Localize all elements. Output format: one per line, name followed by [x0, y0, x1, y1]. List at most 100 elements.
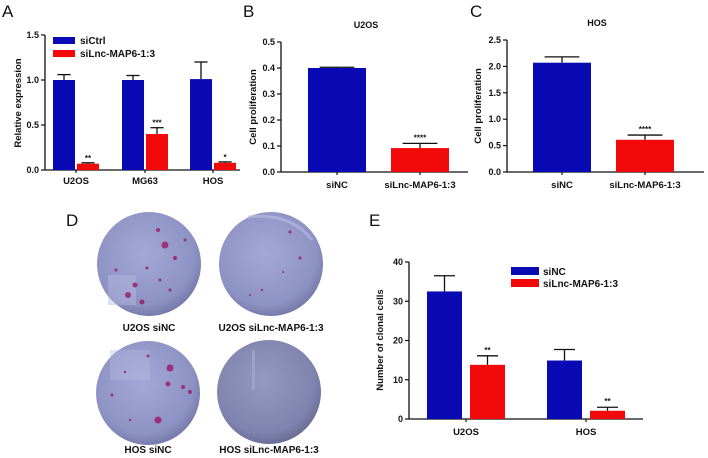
- bar-sinc: [308, 68, 366, 172]
- y-tick-label: 1.0: [488, 114, 501, 124]
- y-tick-label: 1.5: [26, 30, 39, 40]
- dish-label: U2OS siNC: [123, 323, 176, 334]
- significance-label: ***: [152, 119, 162, 128]
- bar-silnc-map6-1-3-hos: [214, 162, 236, 170]
- y-axis-label: Cell proliferation: [248, 69, 259, 145]
- bar-sinc-u2os: [427, 291, 462, 419]
- legend-label-silnc: siLnc-MAP6-1:3: [80, 49, 155, 60]
- bar-sinc-hos: [547, 360, 582, 419]
- chart-c-hos-proliferation: HOS Cell proliferation 0.0 0.5 1.0 1.5 2.0 2.…: [473, 18, 704, 191]
- legend-label-sictrl: siCtrl: [80, 36, 106, 47]
- bar-silnc-map6-1-3: [616, 139, 674, 172]
- y-tick-label: 1.5: [488, 88, 501, 98]
- legend: siNC siLnc-MAP6-1:3: [511, 267, 618, 290]
- legend-label-sinc: siNC: [543, 267, 566, 278]
- chart-title: U2OS: [354, 20, 379, 30]
- significance-label: **: [604, 397, 611, 406]
- colony-dot: [132, 282, 138, 288]
- x-tick-label: siLnc-MAP6-1:3: [609, 180, 680, 191]
- colony-dot: [183, 238, 187, 242]
- legend-swatch-sictrl: [53, 37, 75, 44]
- y-tick-label: 0.0: [262, 167, 275, 177]
- dish-image: [217, 340, 321, 444]
- colony-dot: [158, 278, 162, 282]
- y-tick-label: 30: [393, 296, 403, 306]
- colony-dot: [146, 354, 150, 358]
- colony-dot: [165, 381, 171, 387]
- chart-b-u2os-proliferation: U2OS Cell proliferation 0.0 0.1 0.2 0.3 0.4 0…: [248, 20, 468, 191]
- y-tick-label: 40: [393, 257, 403, 267]
- bar-silnc-map6-1-3-u2os: [77, 163, 99, 170]
- chart-title: HOS: [587, 18, 607, 28]
- chart-e-clonal-cells: Number of clonal cells 0 10 20 30 40 ** U2OS *…: [375, 257, 643, 438]
- colony-dot: [125, 292, 131, 298]
- y-tick-label: 0.4: [262, 63, 275, 73]
- y-tick-label: 2.0: [488, 61, 501, 71]
- colony-dot: [110, 393, 114, 397]
- colony-dot: [188, 390, 192, 394]
- dish-glare: [247, 214, 314, 241]
- legend-swatch-sinc: [511, 267, 539, 275]
- colony-dot: [288, 230, 292, 234]
- y-tick-label: 0.5: [26, 120, 39, 130]
- x-tick-label: siNC: [326, 180, 348, 191]
- y-tick-label: 0.0: [26, 165, 39, 175]
- bar-sictrl-u2os: [53, 80, 75, 170]
- dish-image: [219, 212, 323, 316]
- colony-formation-dishes: U2OS siNC U2OS siLnc-MAP6-1:3 HOS siNC H…: [96, 212, 324, 456]
- dish-image: [96, 341, 200, 445]
- chart-a-relative-expression: Relative expression 0.0 0.5 1.0 1.5 ** U2OS *…: [13, 30, 240, 187]
- significance-label: ****: [414, 133, 427, 142]
- colony-dot: [156, 228, 160, 232]
- dish-label: HOS siLnc-MAP6-1:3: [219, 445, 319, 456]
- dish-label: U2OS siLnc-MAP6-1:3: [218, 323, 323, 334]
- colony-dot: [166, 364, 174, 372]
- dish-u2os-silnc: U2OS siLnc-MAP6-1:3: [218, 212, 324, 334]
- colony-dot: [114, 268, 118, 272]
- colony-dot: [128, 418, 132, 422]
- dish-hos-silnc: HOS siLnc-MAP6-1:3: [217, 340, 321, 456]
- colony-dot: [282, 271, 284, 273]
- dish-glare: [110, 350, 150, 380]
- dish-label: HOS siNC: [124, 445, 171, 456]
- y-tick-label: 0.1: [262, 141, 275, 151]
- y-tick-label: 0.3: [262, 89, 275, 99]
- panel-letter-a: A: [2, 2, 14, 21]
- significance-label: **: [85, 154, 92, 163]
- colony-dot: [161, 241, 169, 249]
- x-tick-label: U2OS: [63, 176, 89, 187]
- x-tick-label: HOS: [576, 427, 597, 438]
- legend-swatch-silnc: [53, 50, 75, 57]
- y-tick-label: 0.5: [488, 141, 501, 151]
- colony-dot: [168, 288, 172, 292]
- y-axis-label: Cell proliferation: [473, 68, 484, 144]
- bar-silnc-map6-1-3-mg63: [146, 134, 168, 170]
- x-tick-label: siNC: [551, 180, 573, 191]
- x-tick-label: U2OS: [453, 427, 479, 438]
- colony-dot: [145, 266, 149, 270]
- y-tick-label: 10: [393, 375, 403, 385]
- dish-glare: [252, 350, 255, 390]
- significance-label: ****: [639, 125, 652, 134]
- y-tick-label: 0.2: [262, 115, 275, 125]
- y-tick-label: 0: [398, 414, 403, 424]
- x-tick-label: MG63: [132, 176, 158, 187]
- y-axis-label: Number of clonal cells: [375, 289, 386, 390]
- panel-letter-b: B: [243, 2, 254, 21]
- bar-silnc-map6-1-3-hos: [590, 410, 625, 419]
- y-tick-label: 0.5: [262, 37, 275, 47]
- colony-dot: [154, 416, 162, 424]
- significance-label: **: [484, 346, 491, 355]
- colony-dot: [123, 370, 127, 374]
- y-tick-label: 1.0: [26, 75, 39, 85]
- bar-sinc: [533, 62, 591, 173]
- colony-dot: [249, 294, 251, 296]
- colony-dot: [260, 288, 264, 292]
- dish-hos-sinc: HOS siNC: [96, 341, 200, 456]
- bar-silnc-map6-1-3-u2os: [470, 364, 505, 419]
- y-axis-label: Relative expression: [13, 58, 24, 147]
- bar-sictrl-mg63: [122, 80, 144, 170]
- colony-dot: [139, 299, 145, 305]
- x-tick-label: HOS: [203, 176, 224, 187]
